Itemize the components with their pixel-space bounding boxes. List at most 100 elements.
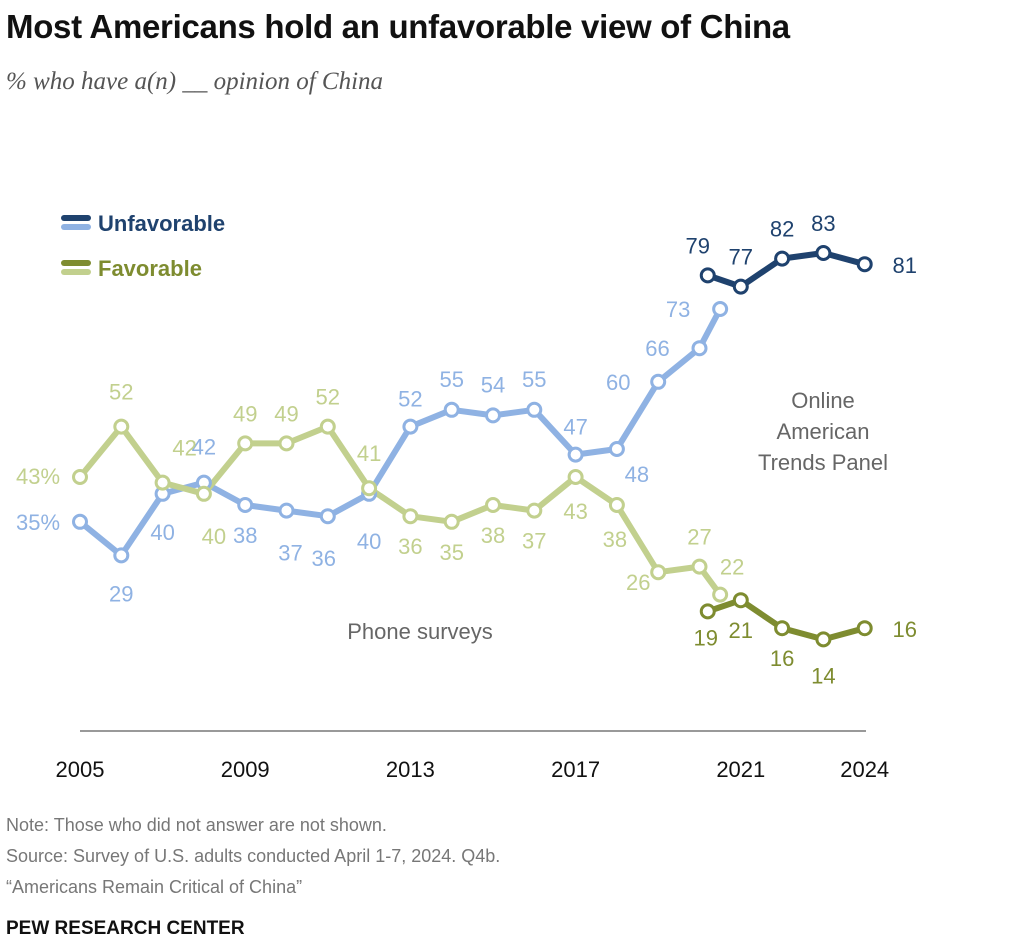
data-label-unfavorable-online-0: 79 [686, 233, 710, 258]
data-point-favorable-phone-12 [567, 469, 584, 485]
x-tick-label-2013: 2013 [386, 757, 435, 782]
data-point-favorable-phone-13 [608, 497, 625, 513]
data-point-unfavorable-phone-14 [650, 373, 667, 390]
data-label-favorable-phone-9: 35 [439, 540, 463, 565]
report-text: “Americans Remain Critical of China” [6, 877, 303, 897]
data-label-unfavorable-online-3: 83 [811, 211, 835, 236]
data-point-unfavorable-online-4 [856, 256, 873, 273]
data-label-favorable-online-0: 19 [694, 625, 718, 650]
data-point-favorable-phone-14 [650, 564, 667, 581]
data-point-favorable-online-0 [699, 603, 716, 620]
data-label-favorable-phone-6: 52 [316, 385, 340, 410]
data-label-favorable-online-4: 16 [892, 617, 916, 642]
data-label-unfavorable-online-2: 82 [770, 217, 794, 242]
data-label-favorable-phone-13: 38 [603, 527, 627, 552]
data-point-unfavorable-online-3 [815, 245, 832, 261]
data-label-unfavorable-phone-7: 40 [357, 529, 381, 554]
data-point-unfavorable-phone-6 [319, 508, 336, 525]
data-label-unfavorable-phone-8: 52 [398, 387, 422, 412]
data-point-favorable-phone-7 [361, 480, 378, 497]
data-label-favorable-online-1: 21 [729, 618, 753, 643]
x-tick-label-2009: 2009 [221, 757, 270, 782]
data-point-unfavorable-online-0 [699, 267, 716, 284]
data-point-favorable-phone-15 [691, 558, 708, 575]
data-label-favorable-phone-5: 49 [274, 401, 298, 426]
data-point-unfavorable-phone-13 [608, 441, 625, 457]
data-label-favorable-phone-14: 26 [626, 570, 650, 595]
x-tick-label-2024: 2024 [840, 757, 889, 782]
chart-title: Most Americans hold an unfavorable view … [6, 8, 790, 45]
data-label-favorable-phone-8: 36 [398, 534, 422, 559]
data-label-unfavorable-phone-0: 35% [16, 510, 60, 535]
data-label-unfavorable-phone-6: 36 [312, 546, 336, 571]
data-point-favorable-phone-11 [526, 502, 543, 519]
data-point-unfavorable-phone-10 [485, 407, 501, 424]
data-label-unfavorable-phone-9: 55 [439, 367, 463, 392]
legend-label-favorable: Favorable [98, 256, 202, 281]
data-label-unfavorable-phone-10: 54 [481, 372, 505, 397]
data-point-unfavorable-phone-5 [278, 502, 295, 519]
data-label-favorable-phone-4: 49 [233, 401, 257, 426]
data-point-favorable-online-1 [732, 592, 749, 609]
data-point-favorable-online-4 [856, 620, 873, 637]
data-point-favorable-phone-8 [402, 508, 419, 525]
data-label-favorable-phone-1: 52 [109, 380, 133, 405]
data-label-unfavorable-phone-11: 55 [522, 367, 546, 392]
data-point-favorable-online-2 [774, 620, 791, 637]
data-label-unfavorable-online-4: 81 [892, 253, 916, 278]
data-point-unfavorable-phone-15 [691, 340, 708, 357]
data-point-favorable-phone-0 [72, 469, 88, 485]
data-label-favorable-phone-12: 43 [563, 499, 587, 524]
data-point-favorable-phone-6 [319, 418, 336, 435]
data-point-unfavorable-online-2 [774, 250, 791, 267]
data-point-unfavorable-phone-12 [567, 446, 584, 463]
data-label-unfavorable-phone-1: 29 [109, 581, 133, 606]
data-label-unfavorable-online-1: 77 [729, 245, 753, 270]
online-panel-annotation-line-0: Online [791, 388, 855, 413]
data-point-favorable-phone-9 [443, 513, 460, 530]
data-label-unfavorable-phone-13: 48 [625, 462, 649, 487]
data-point-unfavorable-phone-0 [72, 513, 88, 530]
data-label-unfavorable-phone-5: 37 [278, 541, 302, 566]
data-label-favorable-phone-0: 43% [16, 464, 60, 489]
pew-logo-text: PEW RESEARCH CENTER [6, 918, 245, 939]
data-label-unfavorable-phone-4: 38 [233, 523, 257, 548]
data-label-favorable-online-2: 16 [770, 646, 794, 671]
data-point-favorable-phone-5 [278, 435, 295, 452]
data-label-unfavorable-phone-15: 66 [645, 336, 669, 361]
note-text: Note: Those who did not answer are not s… [6, 815, 387, 835]
data-point-favorable-phone-2 [154, 474, 171, 491]
x-tick-label-2005: 2005 [56, 757, 105, 782]
online-panel-annotation-line-2: Trends Panel [758, 450, 888, 475]
data-label-unfavorable-phone-3: 42 [192, 435, 216, 460]
data-label-favorable-phone-16: 22 [720, 555, 744, 580]
data-label-favorable-phone-7: 41 [357, 441, 381, 466]
data-label-unfavorable-phone-16: 73 [666, 297, 690, 322]
data-point-unfavorable-online-1 [732, 278, 749, 295]
data-point-unfavorable-phone-16 [712, 301, 729, 317]
data-label-favorable-phone-10: 38 [481, 523, 505, 548]
data-label-unfavorable-phone-2: 40 [150, 520, 174, 545]
data-point-favorable-phone-16 [712, 586, 729, 603]
data-point-unfavorable-phone-11 [526, 401, 543, 418]
data-point-unfavorable-phone-8 [402, 418, 419, 435]
data-point-unfavorable-phone-1 [113, 547, 130, 564]
data-point-unfavorable-phone-9 [443, 401, 460, 418]
line-chart: 2005 2009 2013 2017 2021 2024 Unfavorable Favor… [16, 211, 917, 782]
data-label-favorable-phone-2: 42 [172, 436, 196, 461]
phone-surveys-annotation: Phone surveys [347, 619, 493, 644]
x-tick-label-2017: 2017 [551, 757, 600, 782]
data-point-unfavorable-phone-4 [237, 497, 254, 513]
data-point-favorable-phone-4 [237, 435, 254, 452]
data-label-favorable-phone-11: 37 [522, 529, 546, 554]
x-tick-label-2021: 2021 [716, 757, 765, 782]
data-point-favorable-phone-1 [113, 418, 130, 435]
data-point-favorable-phone-10 [485, 497, 501, 513]
data-point-favorable-online-3 [815, 631, 832, 648]
data-label-unfavorable-phone-12: 47 [563, 415, 587, 440]
data-label-favorable-online-3: 14 [811, 663, 835, 688]
data-label-favorable-phone-15: 27 [687, 525, 711, 550]
legend-label-unfavorable: Unfavorable [98, 211, 225, 236]
chart-subtitle: % who have a(n) __ opinion of China [6, 68, 384, 95]
data-label-favorable-phone-3: 40 [202, 524, 226, 549]
